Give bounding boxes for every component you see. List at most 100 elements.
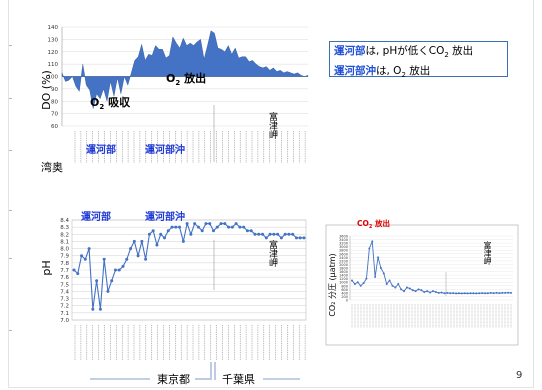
co2-point [507, 291, 510, 294]
ph-point [151, 229, 155, 233]
ph-ylabel: pH [40, 260, 53, 275]
co2-point [466, 292, 469, 295]
ph-point [72, 268, 76, 272]
ph-ytick-label: 7.2 [60, 304, 69, 310]
frame-tick [9, 210, 12, 211]
co2-point [423, 291, 426, 293]
co2-point [408, 287, 411, 290]
ph-point [302, 236, 306, 240]
co2-point [379, 267, 382, 269]
ph-point [166, 229, 170, 233]
fettsu-label-co2: 富津岬 [483, 241, 492, 265]
co2-ytick-label: 400 [341, 291, 348, 295]
ph-ytick-label: 7.1 [60, 311, 69, 317]
co2-point [403, 290, 406, 293]
co2-point [417, 288, 420, 291]
do-ylabel: DO (%) [40, 70, 53, 110]
ph-point [125, 257, 129, 261]
co2-ytick-label: 1800 [339, 267, 348, 271]
do-ytick-label: 130 [48, 37, 59, 43]
ph-ytick-label: 7.0 [60, 318, 69, 324]
o2-release-label: O2 放出 [166, 71, 206, 87]
co2-ytick-label: 1600 [339, 270, 348, 274]
ph-point [140, 239, 144, 243]
co2-point [486, 292, 489, 295]
tokyo-label: 東京都 [157, 373, 190, 386]
co2-point [377, 256, 380, 259]
ph-ytick-label: 7.8 [60, 261, 69, 267]
co2-point [394, 286, 397, 289]
co2-ytick-label: 200 [341, 295, 348, 299]
ph-point [215, 225, 219, 229]
co2-point [405, 286, 408, 289]
ph-point [227, 225, 231, 229]
co2-point [452, 292, 455, 295]
ph-point [117, 268, 121, 272]
ph-ytick-label: 8.1 [60, 239, 69, 245]
co2-point [492, 292, 495, 295]
ph-point [212, 229, 216, 233]
ph-point [170, 225, 174, 229]
ph-ytick-label: 7.4 [60, 289, 69, 295]
ph-ytick-label: 8.3 [60, 225, 69, 231]
co2-ytick-label: 2200 [339, 259, 348, 263]
ph-point [159, 232, 163, 236]
co2-point [388, 279, 391, 282]
ph-point [264, 236, 268, 240]
co2-point [351, 279, 353, 282]
co2-point [365, 277, 368, 280]
co2-point [504, 291, 507, 294]
co2-ytick-label: 3200 [339, 242, 348, 246]
co2-ytick-label: 1000 [339, 281, 348, 285]
co2-point [371, 240, 374, 243]
ph-point [249, 229, 253, 233]
co2-point [498, 292, 501, 295]
co2-ytick-label: 3000 [339, 245, 348, 249]
do-ytick-label: 140 [48, 25, 59, 31]
ph-point [189, 232, 193, 236]
co2-point [489, 291, 492, 294]
frame-tick [9, 330, 12, 331]
co2-ytick-label: 2400 [339, 256, 348, 260]
ph-point [245, 229, 249, 233]
co2-point [437, 291, 440, 294]
ph-point [91, 307, 95, 311]
ph-point [155, 243, 159, 247]
co2-point [478, 292, 481, 295]
summary-note: 運河部は, pHが低くCO2 放出 運河部沖は, O2 放出 [329, 41, 508, 79]
do-ytick-label: 80 [51, 99, 58, 105]
ph-point [121, 264, 125, 268]
ph-point [83, 257, 87, 261]
unga-oki-label-top: 運河部沖 [145, 145, 185, 156]
frame-tick [9, 258, 12, 259]
ph-point [253, 232, 257, 236]
ph-point [283, 232, 287, 236]
co2-ytick-label: 1200 [339, 277, 348, 281]
ph-ytick-label: 7.6 [60, 275, 69, 281]
ph-point [242, 225, 246, 229]
ph-point [106, 289, 110, 293]
wanoku-label: 湾奥 [41, 161, 63, 174]
do-ytick-label: 120 [48, 50, 59, 56]
co2-ytick-label: 1400 [339, 274, 348, 278]
ph-point [204, 222, 208, 226]
ph-plot-border [71, 219, 307, 321]
unga-label-mid: 運河部 [81, 212, 111, 223]
co2-point [420, 289, 423, 292]
co2-ytick-label: 3400 [339, 238, 348, 242]
ph-ytick-label: 8.0 [60, 247, 69, 253]
frame-tick [9, 98, 12, 99]
co2-ytick-label: 2800 [339, 249, 348, 253]
do-ytick-label: 100 [48, 75, 59, 81]
co2-point [434, 291, 437, 293]
ph-point [298, 236, 302, 240]
co2-point [455, 292, 458, 295]
frame-tick [9, 150, 12, 151]
ph-point [95, 279, 99, 283]
co2-point [400, 288, 403, 291]
ph-point [208, 222, 212, 226]
co2-point [397, 283, 400, 285]
